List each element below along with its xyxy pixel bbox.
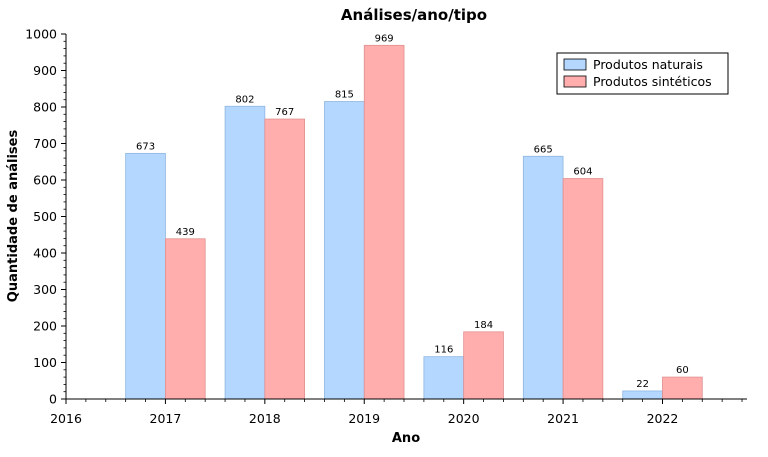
data-label: 60 bbox=[676, 365, 689, 376]
bar-naturais-2020 bbox=[423, 356, 465, 400]
data-label: 439 bbox=[176, 227, 195, 238]
data-label: 815 bbox=[335, 90, 354, 101]
data-label: 969 bbox=[375, 33, 394, 44]
bar-sinteticos-2021 bbox=[562, 178, 604, 400]
bar-naturais-2019 bbox=[324, 101, 365, 400]
data-label: 116 bbox=[434, 345, 453, 356]
y-tick-label: 300 bbox=[33, 282, 57, 297]
data-label: 802 bbox=[235, 94, 254, 105]
data-label: 767 bbox=[275, 107, 294, 118]
data-label: 673 bbox=[136, 141, 155, 152]
x-axis-label: Ano bbox=[392, 431, 420, 446]
plot-area: 6734398027678159691161846656042260010020… bbox=[25, 27, 747, 426]
y-tick-label: 600 bbox=[33, 173, 57, 188]
y-tick-label: 800 bbox=[33, 100, 57, 115]
x-tick-label: 2019 bbox=[348, 411, 380, 426]
y-axis-label: Quantidade de análises bbox=[6, 130, 21, 303]
legend-label: Produtos sintéticos bbox=[593, 74, 712, 89]
bar-sinteticos-2019 bbox=[363, 44, 405, 400]
y-tick-label: 1000 bbox=[25, 27, 57, 42]
legend-swatch bbox=[563, 58, 587, 71]
data-label: 665 bbox=[534, 144, 553, 155]
x-tick-label: 2018 bbox=[249, 411, 281, 426]
x-tick-label: 2016 bbox=[50, 411, 82, 426]
x-tick-label: 2017 bbox=[150, 411, 182, 426]
bar-naturais-2018 bbox=[224, 105, 266, 400]
bar-sinteticos-2022 bbox=[662, 376, 703, 400]
legend-label: Produtos naturais bbox=[593, 57, 703, 72]
bar-sinteticos-2018 bbox=[264, 118, 305, 400]
x-tick-label: 2020 bbox=[448, 411, 480, 426]
data-label: 604 bbox=[573, 167, 592, 178]
y-tick-label: 0 bbox=[49, 392, 57, 407]
y-tick-label: 100 bbox=[33, 355, 57, 370]
bar-naturais-2021 bbox=[522, 155, 564, 400]
x-tick-label: 2022 bbox=[647, 411, 679, 426]
data-label: 22 bbox=[636, 379, 649, 390]
y-tick-label: 400 bbox=[33, 246, 57, 261]
y-tick-label: 200 bbox=[33, 319, 57, 334]
y-tick-label: 500 bbox=[33, 209, 57, 224]
x-tick-label: 2021 bbox=[547, 411, 579, 426]
chart-title: Análises/ano/tipo bbox=[341, 6, 487, 24]
bar-naturais-2022 bbox=[622, 390, 663, 400]
bar-sinteticos-2020 bbox=[463, 331, 504, 400]
bar-sinteticos-2017 bbox=[165, 238, 206, 400]
data-label: 184 bbox=[474, 320, 493, 331]
y-tick-label: 900 bbox=[33, 63, 57, 78]
y-tick-label: 700 bbox=[33, 136, 57, 151]
bar-naturais-2017 bbox=[125, 152, 166, 400]
legend-swatch bbox=[563, 75, 587, 88]
legend: Produtos naturais Produtos sintéticos bbox=[556, 52, 729, 95]
